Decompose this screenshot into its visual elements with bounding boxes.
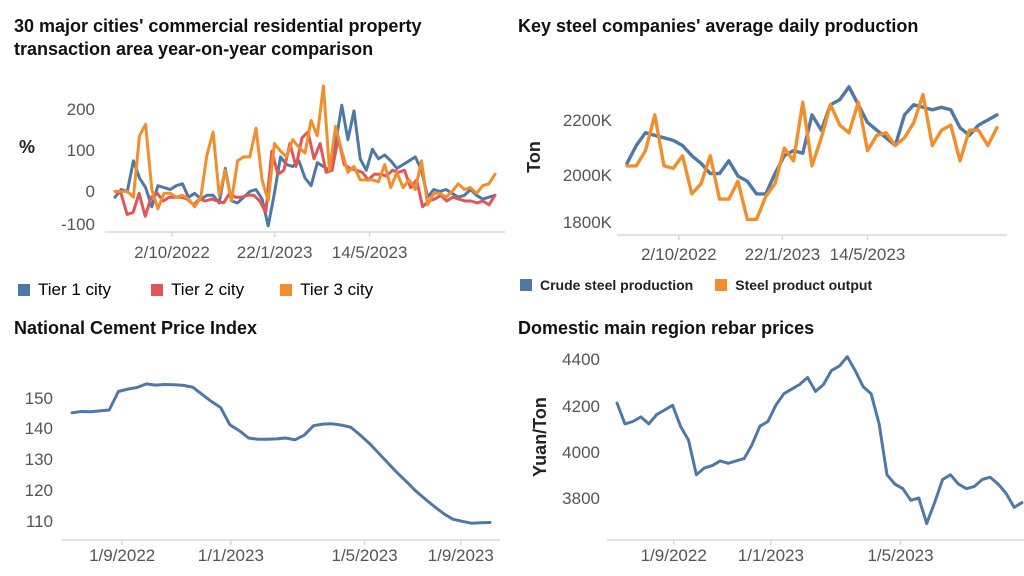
legend-label-tier2: Tier 2 city bbox=[171, 280, 245, 299]
y-tick-label: 110 bbox=[26, 512, 53, 531]
y-tick-label: 1800K bbox=[563, 213, 613, 232]
legend-swatch-orange bbox=[715, 279, 728, 291]
chart-title: Key steel companies' average daily produ… bbox=[518, 16, 919, 36]
y-axis-label: Ton bbox=[524, 141, 544, 173]
legend-swatch-red bbox=[151, 284, 164, 296]
legend-label-crude: Crude steel production bbox=[540, 277, 694, 293]
x-tick-label: 22/1/2023 bbox=[745, 245, 821, 264]
y-tick-label: 2200K bbox=[563, 111, 613, 130]
rebar-line-chart: 4400 4200 4000 3800 1/9/2022 1/1/2023 1/5/2023… bbox=[530, 350, 1024, 565]
legend-item-product: Steel product output bbox=[715, 277, 872, 293]
legend-label-product: Steel product output bbox=[735, 277, 873, 293]
x-tick-label: 2/10/2022 bbox=[134, 243, 210, 262]
property-line-chart: 200 100 0 -100 2/10/2022 22/1/2023 14/5/2023% bbox=[19, 84, 505, 262]
chart-legend: Crude steel production Steel product out… bbox=[520, 277, 872, 293]
x-tick-label: 1/5/2023 bbox=[867, 546, 933, 565]
chart-property-transactions: 30 major cities' commercial residential … bbox=[0, 0, 512, 310]
y-tick-label: 0 bbox=[86, 182, 95, 201]
legend-swatch-orange bbox=[280, 284, 293, 296]
x-tick-label: 1/9/2022 bbox=[89, 546, 155, 565]
chart-title-line-1: 30 major cities' commercial residential … bbox=[14, 16, 422, 36]
chart-title: 30 major cities' commercial residential … bbox=[14, 15, 421, 61]
y-tick-label: -100 bbox=[61, 215, 95, 234]
cement-line-chart: 150 140 130 120 110 1/9/2022 1/1/2023 1/5/2023 1… bbox=[25, 382, 500, 565]
y-tick-label: 120 bbox=[25, 481, 53, 500]
legend-label-tier3: Tier 3 city bbox=[300, 280, 374, 299]
y-tick-label: 200 bbox=[67, 100, 95, 119]
chart-title-line-2: transaction area year-on-year comparison bbox=[14, 39, 374, 59]
series-line-crude-steel-production bbox=[625, 85, 999, 196]
y-axis-label: Yuan/Ton bbox=[530, 397, 550, 477]
legend-item-crude: Crude steel production bbox=[520, 277, 693, 293]
chart-title: National Cement Price Index bbox=[14, 318, 258, 338]
y-tick-label: 140 bbox=[25, 419, 53, 438]
series-line-tier-3-city bbox=[113, 84, 497, 211]
x-tick-label: 1/5/2023 bbox=[332, 546, 398, 565]
x-tick-label: 22/1/2023 bbox=[237, 243, 313, 262]
legend-item-tier1: Tier 1 city bbox=[18, 280, 111, 300]
chart-steel-production: Key steel companies' average daily produ… bbox=[512, 0, 1024, 310]
y-tick-label: 4400 bbox=[562, 350, 600, 369]
y-tick-label: 2000K bbox=[563, 166, 613, 185]
chart-rebar-prices: Domestic main region rebar prices 4400 42… bbox=[512, 310, 1024, 576]
x-tick-label: 1/1/2023 bbox=[738, 546, 804, 565]
legend-swatch-blue bbox=[18, 284, 30, 296]
x-tick-label: 2/10/2022 bbox=[641, 245, 717, 264]
legend-item-tier2: Tier 2 city bbox=[151, 280, 244, 300]
chart-title: Domestic main region rebar prices bbox=[518, 318, 815, 338]
legend-swatch-blue bbox=[520, 279, 532, 291]
series-line-tier-1-city bbox=[113, 103, 497, 228]
x-tick-label: 1/9/2022 bbox=[641, 546, 707, 565]
y-tick-label: 130 bbox=[25, 450, 53, 469]
y-tick-label: 4200 bbox=[562, 397, 600, 416]
y-tick-label: 150 bbox=[25, 389, 53, 408]
y-tick-label: 4000 bbox=[562, 443, 600, 462]
steel-line-chart: 2200K 2000K 1800K 2/10/2022 22/1/2023 14/5/20… bbox=[524, 85, 1007, 264]
legend-label-tier1: Tier 1 city bbox=[38, 280, 112, 299]
y-tick-label: 3800 bbox=[562, 489, 600, 508]
x-tick-label: 14/5/2023 bbox=[332, 243, 408, 262]
x-tick-label: 1/1/2023 bbox=[198, 546, 264, 565]
chart-cement-index: National Cement Price Index 150 140 130 120… bbox=[0, 310, 512, 576]
y-axis-label: % bbox=[19, 137, 35, 157]
series-line-index bbox=[70, 382, 492, 525]
legend-item-tier3: Tier 3 city bbox=[280, 280, 373, 300]
x-tick-label: 1/9/2023 bbox=[428, 546, 494, 565]
chart-legend: Tier 1 city Tier 2 city Tier 3 city bbox=[18, 280, 373, 300]
y-tick-label: 100 bbox=[67, 141, 95, 160]
series-line-index bbox=[615, 355, 1024, 525]
x-tick-label: 14/5/2023 bbox=[830, 245, 906, 264]
series-line-steel-product-output bbox=[625, 92, 999, 222]
